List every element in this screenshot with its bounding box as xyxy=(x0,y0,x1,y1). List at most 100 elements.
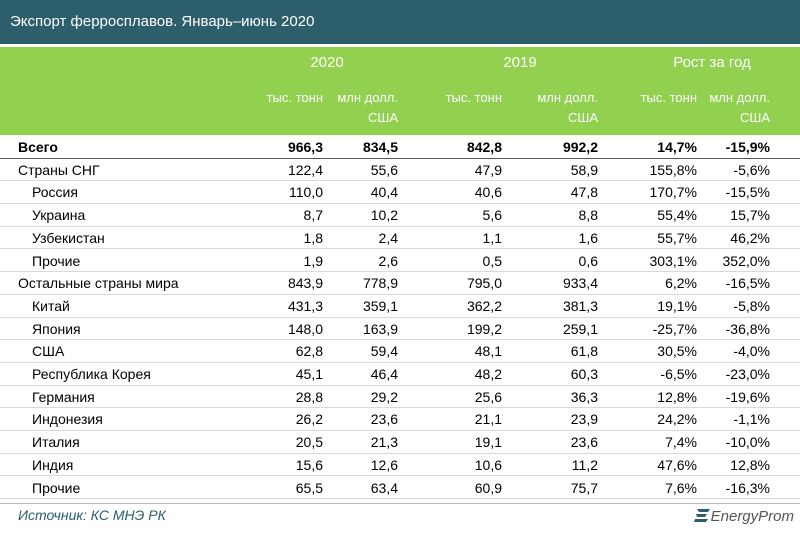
table-row: Китай 431,3 359,1 362,2 381,3 19,1% -5,8% xyxy=(0,295,800,318)
row-label: Индонезия xyxy=(32,411,103,428)
sub-header: млн долл. США xyxy=(337,90,398,125)
cell: 58,9 xyxy=(570,161,598,178)
row-label: Россия xyxy=(32,184,78,201)
sub-header: млн долл. США xyxy=(537,90,598,125)
cell: 46,2% xyxy=(730,229,770,246)
row-label: Индия xyxy=(32,456,74,473)
cell: -19,6% xyxy=(725,388,770,405)
cell: 170,7% xyxy=(649,184,697,201)
cell: 48,1 xyxy=(474,343,502,360)
cell: 2,4 xyxy=(378,229,398,246)
cell: 778,9 xyxy=(362,275,398,292)
table-row: Япония 148,0 163,9 199,2 259,1 -25,7% -36,8% xyxy=(0,318,800,341)
logo: EnergyProm xyxy=(693,507,794,525)
cell: 352,0% xyxy=(722,252,770,269)
cell: 19,1% xyxy=(657,297,697,314)
cell: 155,8% xyxy=(649,161,697,178)
table-row: США 62,8 59,4 48,1 61,8 30,5% -4,0% xyxy=(0,340,800,363)
cell: -1,1% xyxy=(733,411,770,428)
cell: 60,3 xyxy=(570,366,598,382)
cell: 26,2 xyxy=(295,411,323,428)
group-header: Рост за год xyxy=(673,54,751,71)
cell: 933,4 xyxy=(562,275,598,292)
cell: 62,8 xyxy=(295,343,323,360)
cell: -10,0% xyxy=(725,434,770,451)
table-row: Страны СНГ 122,4 55,6 47,9 58,9 155,8% -5,6% xyxy=(0,159,800,182)
cell: -16,5% xyxy=(725,275,770,292)
table-row: Италия 20,5 21,3 19,1 23,6 7,4% -10,0% xyxy=(0,431,800,454)
row-label: Италия xyxy=(32,434,80,451)
cell: 55,6 xyxy=(370,161,398,178)
table-row: Всего 966,3 834,5 842,8 992,2 14,7% -15,9% xyxy=(0,136,800,159)
cell: -5,6% xyxy=(733,161,770,178)
cell: -15,9% xyxy=(725,139,770,155)
cell: -36,8% xyxy=(725,320,770,337)
cell: 23,6 xyxy=(570,434,598,451)
group-header: 2020 xyxy=(310,54,344,71)
cell: 1,8 xyxy=(303,229,323,246)
cell: 24,2% xyxy=(657,411,697,428)
cell: 48,2 xyxy=(474,366,502,382)
cell: 7,4% xyxy=(665,434,697,451)
cell: 1,1 xyxy=(482,229,502,246)
table-row: Прочие 1,9 2,6 0,5 0,6 303,1% 352,0% xyxy=(0,250,800,273)
cell: 40,6 xyxy=(474,184,502,201)
cell: 29,2 xyxy=(370,388,398,405)
cell: 7,6% xyxy=(665,479,697,496)
cell: 259,1 xyxy=(562,320,598,337)
source: Источник: КС МНЭ РК xyxy=(18,507,166,523)
cell: 30,5% xyxy=(657,343,697,360)
cell: 12,8% xyxy=(730,456,770,473)
cell: -15,5% xyxy=(725,184,770,201)
table-row: Остальные страны мира 843,9 778,9 795,0 933,… xyxy=(0,272,800,295)
table-row: Индонезия 26,2 23,6 21,1 23,9 24,2% -1,1% xyxy=(0,408,800,432)
cell: 55,4% xyxy=(657,207,697,224)
cell: 0,5 xyxy=(482,252,502,269)
cell: 359,1 xyxy=(362,297,398,314)
cell: 362,2 xyxy=(466,297,502,314)
table-row: Россия 110,0 40,4 40,6 47,8 170,7% -15,5% xyxy=(0,181,800,205)
group-header: 2019 xyxy=(503,54,537,71)
cell: 60,9 xyxy=(474,479,502,496)
cell: 1,9 xyxy=(303,252,323,269)
cell: 843,9 xyxy=(287,275,323,292)
cell: 8,8 xyxy=(578,207,598,224)
row-label: Всего xyxy=(18,139,58,155)
row-label: Украина xyxy=(32,207,86,224)
row-label: США xyxy=(32,343,65,360)
cell: 59,4 xyxy=(370,343,398,360)
cell: 8,7 xyxy=(303,207,323,224)
logo-text: EnergyProm xyxy=(710,508,794,525)
row-label: Прочие xyxy=(32,479,81,496)
cell: 795,0 xyxy=(466,275,502,292)
cell: 6,2% xyxy=(665,275,697,292)
cell: 10,6 xyxy=(474,456,502,473)
row-label: Узбекистан xyxy=(32,229,105,246)
row-label: Япония xyxy=(32,320,81,337)
row-label: Китай xyxy=(32,297,70,314)
cell: 15,6 xyxy=(295,456,323,473)
header-band xyxy=(0,47,800,135)
cell: 303,1% xyxy=(649,252,697,269)
cell: 20,5 xyxy=(295,434,323,451)
cell: 75,7 xyxy=(570,479,598,496)
cell: -6,5% xyxy=(660,366,697,382)
table-row: Республика Корея 45,1 46,4 48,2 60,3 -6,5% -23… xyxy=(0,363,800,386)
cell: 47,6% xyxy=(657,456,697,473)
row-label: Остальные страны мира xyxy=(18,275,179,292)
cell: -16,3% xyxy=(725,479,770,496)
cell: 966,3 xyxy=(287,139,323,155)
cell: 45,1 xyxy=(295,366,323,382)
sub-header: тыс. тонн xyxy=(266,90,323,105)
cell: 23,6 xyxy=(370,411,398,428)
cell: 47,8 xyxy=(570,184,598,201)
cell: 12,8% xyxy=(657,388,697,405)
cell: 199,2 xyxy=(466,320,502,337)
cell: 55,7% xyxy=(657,229,697,246)
cell: 14,7% xyxy=(657,139,697,155)
cell: 61,8 xyxy=(570,343,598,360)
cell: 2,6 xyxy=(378,252,398,269)
cell: 148,0 xyxy=(287,320,323,337)
table-row: Украина 8,7 10,2 5,6 8,8 55,4% 15,7% xyxy=(0,204,800,227)
